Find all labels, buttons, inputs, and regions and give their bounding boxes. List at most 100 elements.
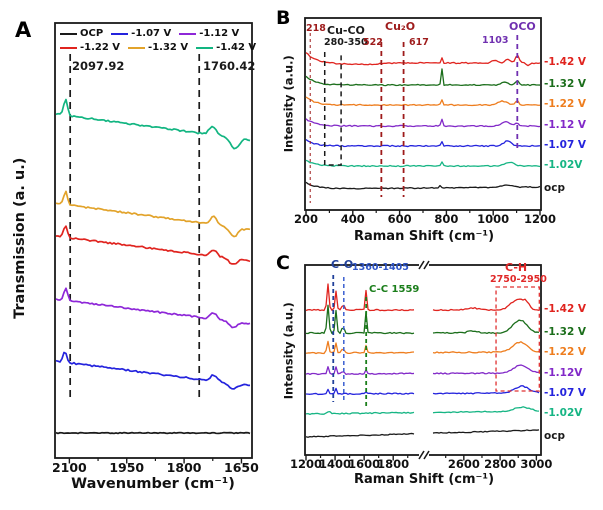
curve-potential-label: -1.42 V [544,56,587,68]
x-tick-label: 3000 [520,457,553,471]
axis-break-slash [418,260,425,270]
legend-line-swatch [60,46,77,50]
axis-break-slash [418,450,425,460]
legend-line-swatch [196,46,214,50]
annotation-c-o: C-O [331,258,354,271]
panel-b-letter: B [276,7,291,29]
curve-potential-label: -1.07 V [544,139,587,151]
x-tick-label: 2800 [484,457,517,471]
curve--1.32V [305,304,540,335]
legend-label: -1.42 V [216,42,257,53]
axis-break-slash [423,260,430,270]
x-tick-label: 1200 [523,212,556,226]
plot-frame [54,22,253,459]
curve-potential-label: -1.12V [544,367,583,379]
x-tick-label: 400 [340,212,365,226]
curve-potential-label: -1.32 V [544,78,587,90]
annotation-oco: OCO [509,20,536,33]
curve--1.22V [305,340,540,355]
annotation-1360-1405: 1360-1405 [352,262,409,273]
annotation-280-350: 280-350 [324,37,368,48]
panel-a-letter: A [15,18,32,42]
x-tick-label: 1000 [477,212,510,226]
x-tick-label: 1600 [348,457,381,471]
x-tick-label: 1800 [377,457,410,471]
x-tick-label: 200 [293,212,318,226]
legend-label: -1.32 V [148,42,189,53]
curve-potential-label: -1.12 V [544,119,587,131]
x-tick-label: 600 [387,212,412,226]
annotation-1760: 1760.42 [203,59,256,73]
legend-label: -1.07 V [131,28,172,39]
legend-item: OCP [60,29,103,39]
marker-band-280-350 [323,52,342,166]
x-tick-label: 1200 [289,457,322,471]
annotation-2750-2950: 2750-2950 [490,274,547,285]
annotation-cu-co: Cu-CO [327,24,365,37]
legend-line-swatch [111,32,129,36]
x-tick-label: 1650 [224,460,259,475]
curve-potential-label: -1.07 V [544,387,587,399]
legend-label: OCP [80,28,104,39]
legend-label: -1.12 V [199,28,240,39]
curve-ocp [305,429,540,438]
plot-frame [304,264,542,456]
axis-break-slash [423,450,430,460]
annotation-c-c-1559: C-C 1559 [369,284,420,295]
legend-item: -1.32 V [128,43,188,53]
curve--1.12V [305,118,541,128]
annotation-218: 218 [306,23,326,34]
curve--1.07V [305,385,540,396]
curve--1.42V [305,283,540,312]
panel-b-y-axis-title: Intensity (a.u.) [281,55,296,153]
annotation-cu2o: Cu₂O [385,20,416,33]
x-tick-label: 1950 [109,460,145,475]
marker-band-2750-2950 [495,286,540,392]
panel-a-y-axis-title: Transmission (a. u.) [11,157,28,319]
legend-row: OCP -1.07 V -1.12 V [60,27,264,41]
curve-OCP [55,431,251,435]
curve-potential-label: -1.22 V [544,98,587,110]
legend-item: -1.22 V [60,43,120,53]
legend-line-swatch [179,32,197,36]
curve-potential-label: -1.02V [544,407,583,419]
curve-potential-label: ocp [544,430,565,442]
annotation-1103: 1103 [482,35,509,46]
legend-line-swatch [128,46,146,50]
panel-c-y-axis-title: Intensity (a.u.) [281,302,296,400]
curve-potential-label: -1.42 V [544,303,587,315]
curve-potential-label: -1.02V [544,159,583,171]
x-tick-label: 2600 [447,457,480,471]
annotation-c-h: C-H [505,261,528,274]
curve--1.32V [305,68,541,87]
annotation-522: 522 [363,37,383,48]
annotation-2097: 2097.92 [72,59,125,73]
panel-a-legend: OCP -1.07 V -1.12 V -1.22 V -1.32 V [60,27,264,55]
legend-item: -1.42 V [196,43,256,53]
curve--1.02V [305,406,540,416]
x-tick-label: 1400 [319,457,352,471]
curve--1.12V [305,364,540,376]
legend-label: -1.22 V [80,42,121,53]
legend-item: -1.07 V [111,29,171,39]
panel-c-x-axis-title: Raman Shift (cm⁻¹) [353,472,495,487]
curve--1.07V [305,139,541,148]
curve--1.12V [55,287,251,329]
annotation-617: 617 [409,37,429,48]
panel-b-x-axis-title: Raman Shift (cm⁻¹) [353,229,495,244]
x-tick-label: 1800 [166,460,202,475]
legend-item: -1.12 V [179,29,239,39]
axis-break-gap [419,261,429,269]
x-tick-label: 2100 [51,460,87,475]
legend-row: -1.22 V -1.32 V -1.42 V [60,41,264,55]
curve--1.22V [305,96,541,107]
legend-line-swatch [60,32,77,36]
panel-c-letter: C [276,252,290,274]
curve--1.22V [55,225,251,265]
curve--1.02V [305,159,541,168]
curve-potential-label: -1.22 V [544,346,587,358]
curve-potential-label: -1.32 V [544,326,587,338]
curve-potential-label: ocp [544,182,565,194]
